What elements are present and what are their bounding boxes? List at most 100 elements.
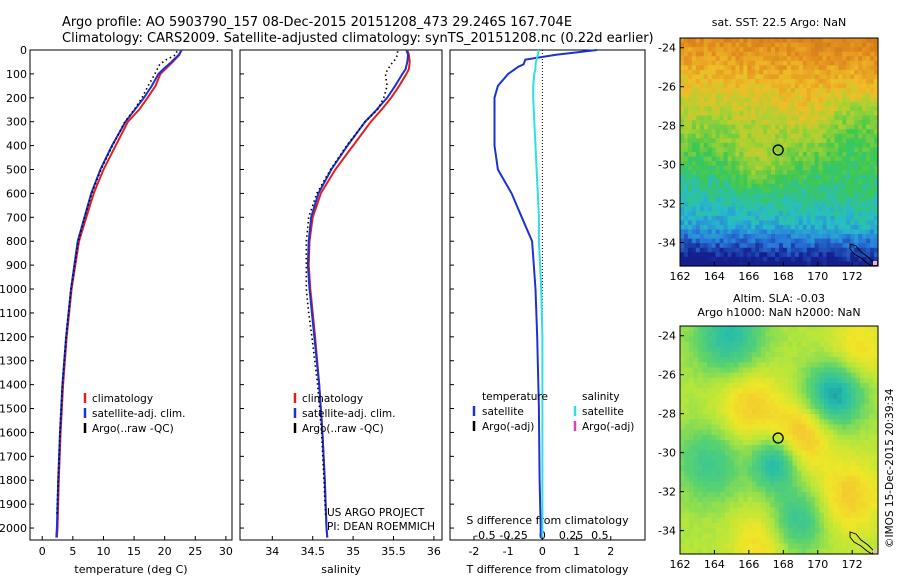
sst-cell [775, 183, 780, 190]
sla-cell [792, 538, 798, 545]
sst-cell [759, 193, 764, 199]
sst-cell [822, 47, 828, 53]
sla-cell [788, 331, 794, 337]
sla-cell [869, 351, 875, 358]
sst-cell [866, 152, 871, 158]
sst-cell [794, 88, 800, 94]
sst-cell [707, 261, 713, 267]
sla-cell [801, 429, 807, 436]
sla-cell [864, 445, 870, 451]
sla-cell [864, 393, 870, 400]
sla-cell [851, 450, 857, 457]
sst-cell [727, 138, 733, 144]
sla-cell [842, 388, 848, 394]
sst-cell [826, 92, 832, 98]
sst-cell [806, 47, 812, 53]
sst-cell [850, 188, 855, 194]
sst-cell [699, 65, 705, 71]
sla-cell [837, 429, 843, 436]
sst-cell [782, 120, 788, 126]
sla-cell [689, 486, 695, 493]
sla-cell [860, 341, 866, 348]
sla-cell [711, 517, 717, 524]
sst-cell [731, 101, 737, 107]
sla-cell [765, 471, 771, 477]
sst-cell [759, 161, 764, 167]
lon-tick-label: 172 [842, 558, 863, 571]
sla-cell [702, 377, 708, 384]
sla-cell [873, 362, 879, 369]
sst-cell [680, 120, 685, 126]
sst-cell [743, 74, 748, 80]
sst-cell [814, 110, 820, 117]
sst-cell [767, 183, 772, 190]
sst-cell [691, 56, 697, 62]
sst-cell [862, 110, 867, 117]
sst-cell [874, 47, 879, 53]
sst-cell [775, 247, 780, 253]
lon-tick-label: 164 [704, 558, 725, 571]
sla-cell [680, 424, 686, 431]
sst-cell [691, 74, 697, 80]
sst-cell [798, 215, 804, 221]
sst-cell [703, 247, 709, 253]
sst-cell [818, 156, 824, 162]
sla-cell [698, 434, 704, 441]
sla-cell [774, 507, 780, 514]
sla-cell [765, 502, 771, 508]
sla-cell [680, 403, 686, 410]
sla-cell [869, 522, 875, 529]
sla-cell [860, 326, 866, 332]
sst-cell [858, 97, 863, 103]
sla-cell [873, 372, 879, 379]
sla-cell [864, 538, 870, 545]
sst-cell [719, 79, 725, 85]
sst-cell [719, 165, 725, 171]
sst-cell [723, 97, 729, 103]
sla-cell [846, 481, 852, 488]
sst-cell [830, 56, 836, 62]
sst-cell [680, 243, 685, 249]
sla-cell [770, 424, 776, 431]
sla-cell [779, 326, 785, 332]
x-axis-label: T difference from climatology [466, 563, 629, 576]
sla-cell [837, 326, 843, 332]
sst-cell [802, 138, 808, 144]
sst-cell [695, 97, 701, 103]
map-sla: 162 164 166 168 170 172-24-26-28-30-32-34 [658, 325, 879, 571]
sst-cell [715, 165, 721, 171]
sla-cell [738, 414, 744, 420]
sla-cell [797, 491, 803, 498]
sla-cell [738, 512, 744, 519]
sst-cell [755, 138, 760, 144]
sla-cell [738, 393, 744, 400]
sla-cell [828, 414, 834, 420]
sst-cell [858, 256, 863, 263]
sst-cell [691, 202, 697, 208]
sst-cell [739, 247, 744, 253]
sst-cell [731, 42, 737, 48]
sst-cell [814, 206, 820, 212]
sst-cell [695, 174, 701, 180]
sst-cell [786, 211, 792, 217]
sst-cell [870, 97, 875, 103]
sst-cell [818, 224, 824, 231]
sst-cell [842, 60, 847, 66]
sst-cell [790, 229, 796, 235]
sst-cell [715, 188, 721, 194]
sla-cell [747, 512, 753, 519]
sla-cell [774, 383, 780, 389]
sla-cell [824, 481, 830, 488]
sst-cell [798, 256, 804, 263]
sla-cell [801, 357, 807, 363]
sst-cell [830, 147, 836, 153]
sst-cell [775, 74, 780, 80]
sst-cell [826, 202, 832, 208]
sst-cell [838, 120, 843, 126]
sla-cell [716, 455, 722, 462]
sla-cell [837, 383, 843, 389]
sla-cell [698, 414, 704, 420]
sst-cell [747, 47, 752, 53]
sst-cell [775, 220, 780, 226]
sla-cell [828, 377, 834, 384]
